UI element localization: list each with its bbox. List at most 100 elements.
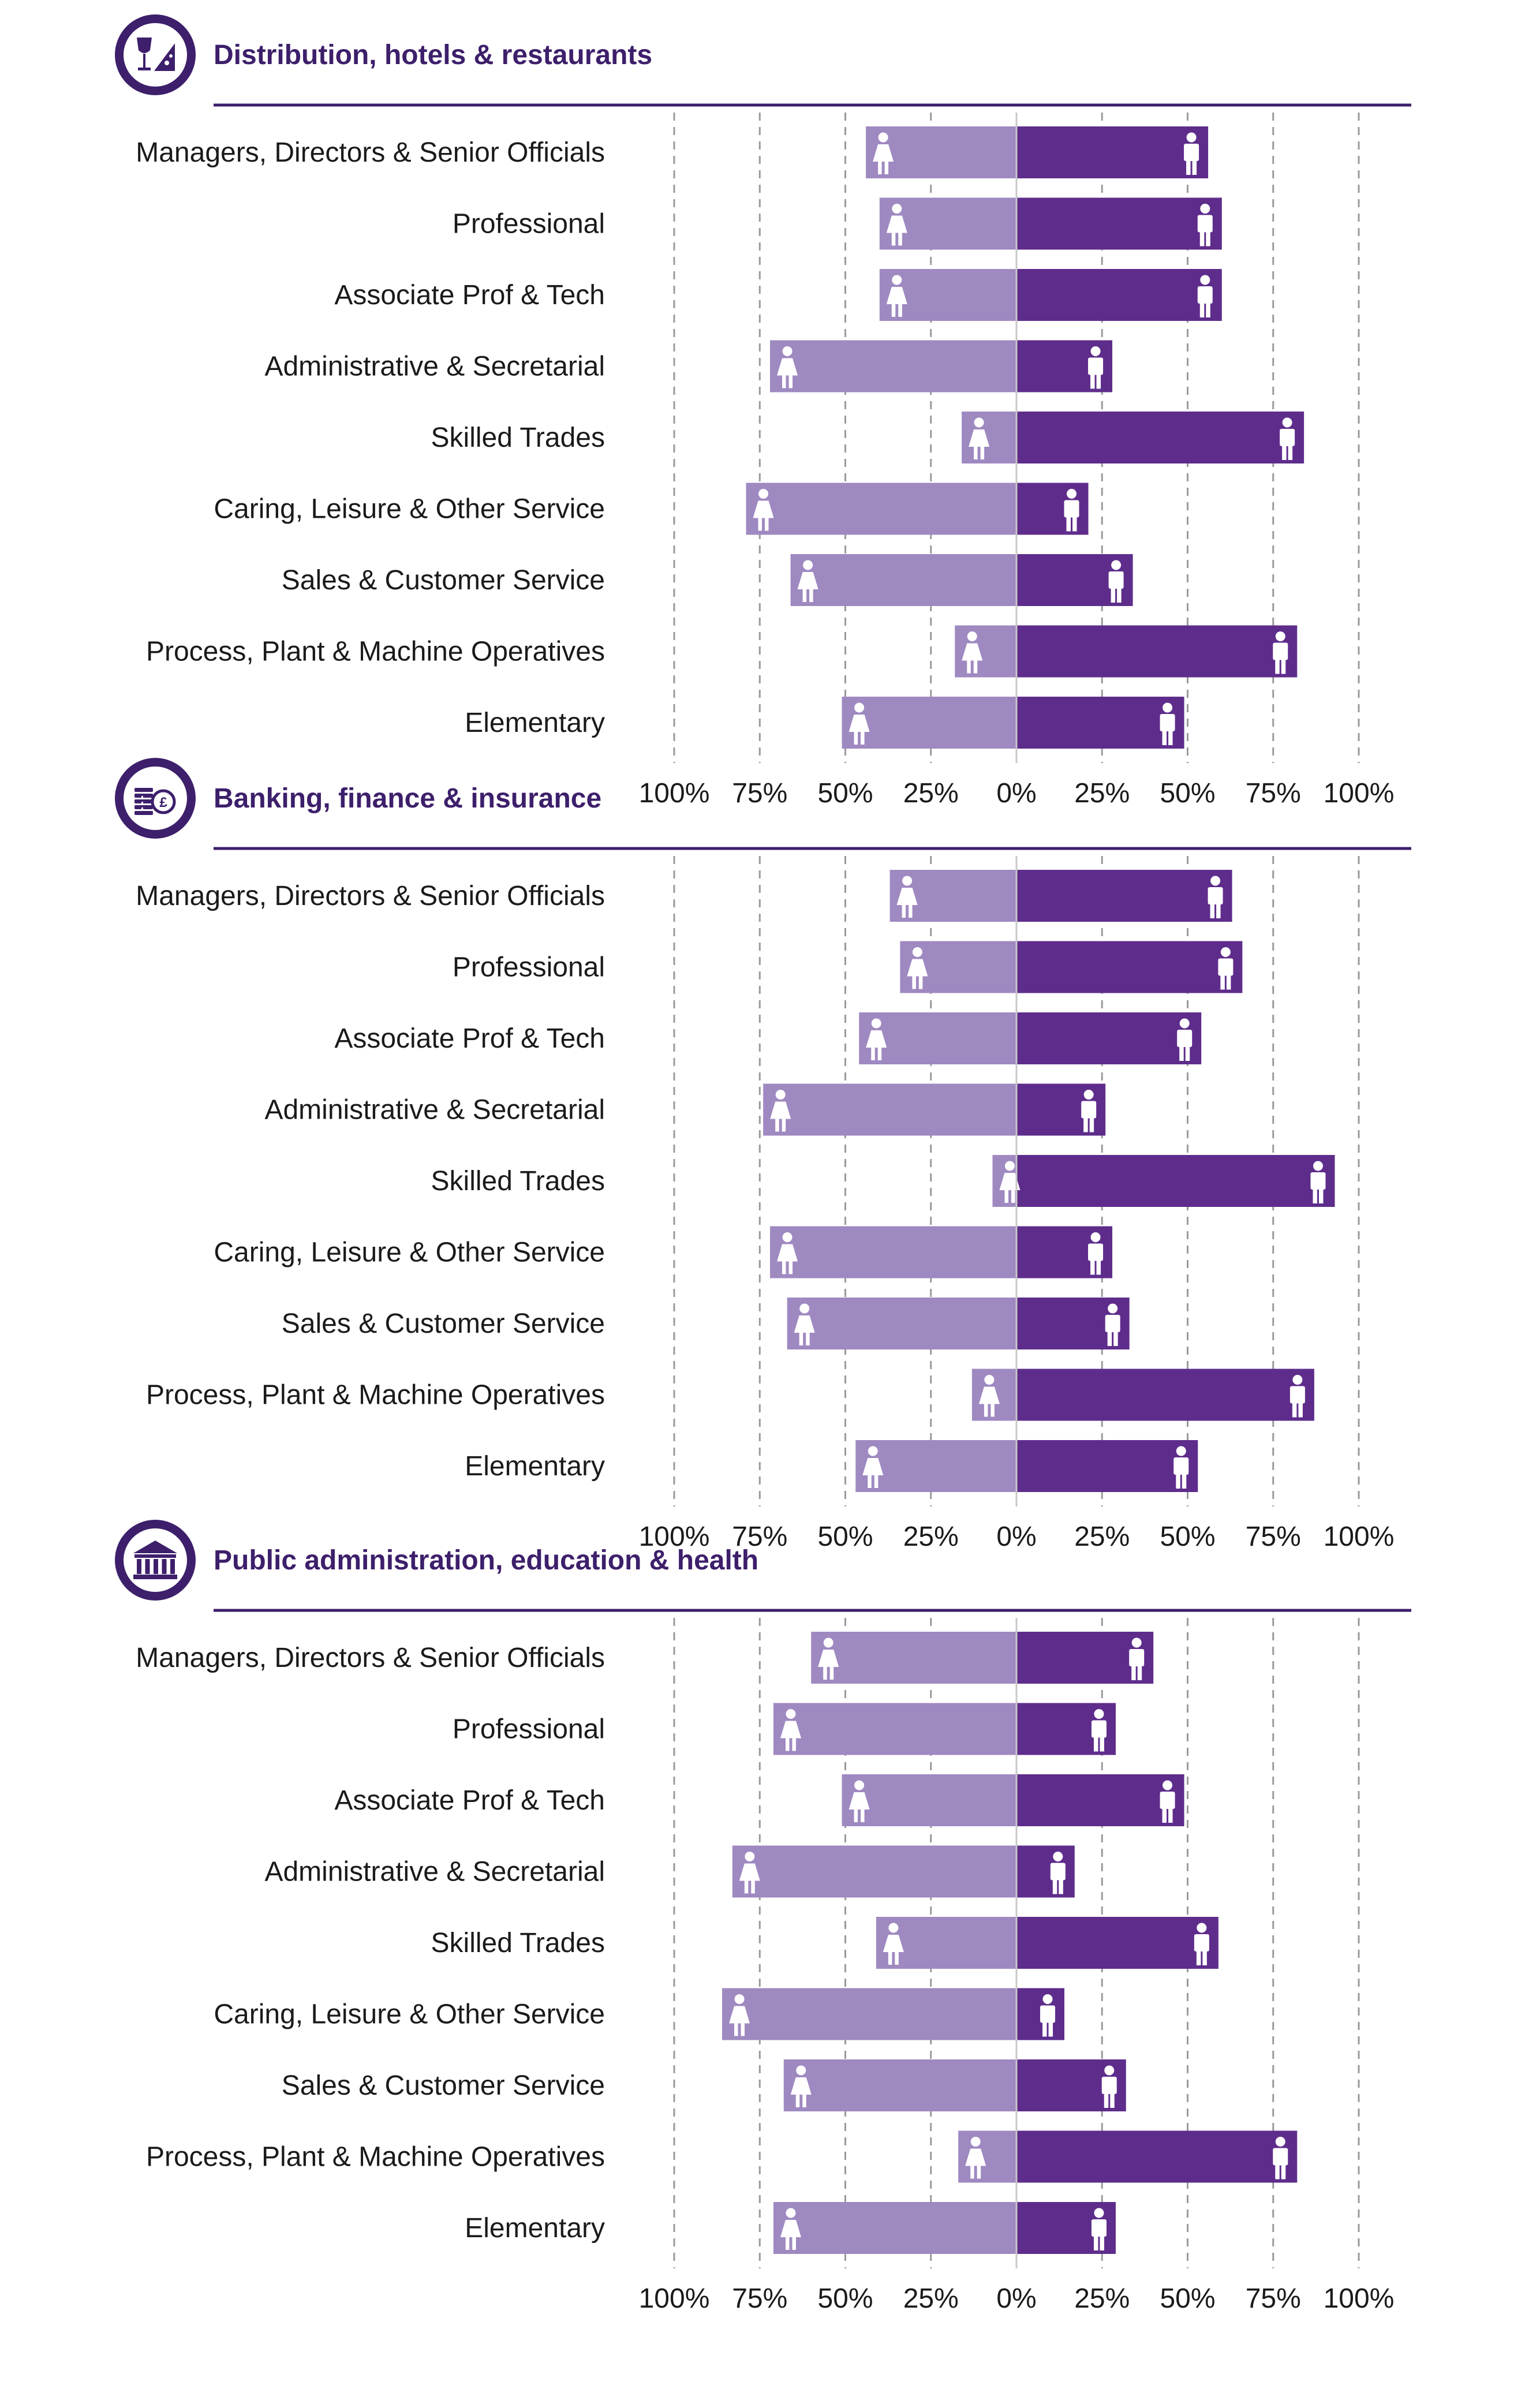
category-label: Elementary xyxy=(465,2213,605,2244)
male-icon xyxy=(1197,204,1213,246)
bar-row: Process, Plant & Machine Operatives xyxy=(146,2130,1298,2183)
chart-panel-2: £ Banking, finance & insurance Managers, D… xyxy=(115,758,1411,1552)
x-tick-label: 75% xyxy=(732,1521,787,1552)
x-tick-label: 75% xyxy=(732,2283,787,2314)
female-bar xyxy=(842,697,1016,749)
female-bar xyxy=(859,1012,1016,1064)
female-icon xyxy=(780,2208,801,2250)
male-bar xyxy=(1016,1845,1075,1898)
x-tick-label: 100% xyxy=(1324,1521,1395,1552)
female-bar xyxy=(866,126,1016,178)
male-icon xyxy=(1184,132,1199,175)
female-bar xyxy=(773,2202,1016,2254)
male-bar xyxy=(1016,1012,1202,1064)
male-icon xyxy=(1194,1923,1209,1965)
male-bar xyxy=(1016,412,1304,463)
category-label: Skilled Trades xyxy=(431,423,605,453)
x-tick-label: 25% xyxy=(1074,778,1130,809)
category-label: Caring, Leisure & Other Service xyxy=(214,1999,605,2030)
female-icon xyxy=(866,1018,887,1060)
bar-row: Administrative & Secretarial xyxy=(264,1845,1075,1898)
x-tick-label: 50% xyxy=(817,2283,873,2314)
female-bar xyxy=(763,1083,1016,1136)
female-bar xyxy=(790,554,1016,606)
category-label: Associate Prof & Tech xyxy=(334,1785,605,1816)
male-icon xyxy=(1108,560,1124,603)
x-tick-label: 75% xyxy=(1246,2283,1301,2314)
bar-row: Managers, Directors & Senior Officials xyxy=(136,870,1232,922)
x-tick-label: 100% xyxy=(639,2283,710,2314)
female-icon xyxy=(886,275,907,317)
female-icon xyxy=(849,1780,870,1822)
bar-row: Elementary xyxy=(465,2202,1116,2254)
male-icon xyxy=(1050,1852,1066,1894)
bar-row: Caring, Leisure & Other Service xyxy=(214,483,1089,535)
category-label: Associate Prof & Tech xyxy=(334,1023,605,1054)
female-bar xyxy=(722,1988,1016,2040)
female-bar xyxy=(855,1440,1016,1492)
x-tick-label: 25% xyxy=(1074,2283,1130,2314)
category-label: Managers, Directors & Senior Officials xyxy=(136,137,605,168)
male-icon xyxy=(1208,876,1223,918)
male-icon xyxy=(1091,2208,1107,2250)
category-label: Administrative & Secretarial xyxy=(264,1857,605,1887)
male-icon xyxy=(1218,947,1234,990)
male-icon xyxy=(1101,2065,1117,2108)
bar-row: Associate Prof & Tech xyxy=(334,1774,1184,1826)
chart-panel-3: Public administration, education & healt… xyxy=(115,1520,1411,2314)
male-bar xyxy=(1016,1369,1314,1421)
female-icon xyxy=(886,204,907,246)
male-icon xyxy=(1064,489,1079,532)
male-icon xyxy=(1177,1018,1193,1061)
bar-row: Administrative & Secretarial xyxy=(264,1083,1106,1136)
bar-row: Associate Prof & Tech xyxy=(334,1012,1202,1064)
x-tick-label: 50% xyxy=(1160,1521,1215,1552)
category-label: Professional xyxy=(453,209,605,240)
male-bar xyxy=(1016,1440,1198,1492)
female-icon xyxy=(965,2137,986,2179)
female-bar xyxy=(842,1774,1016,1826)
male-bar xyxy=(1016,1774,1184,1826)
female-icon xyxy=(969,417,990,459)
category-label: Administrative & Secretarial xyxy=(264,352,605,382)
male-bar xyxy=(1016,2130,1298,2183)
category-label: Managers, Directors & Senior Officials xyxy=(136,1643,605,1673)
male-icon xyxy=(1289,1375,1305,1418)
female-icon xyxy=(794,1303,815,1345)
bar-row: Managers, Directors & Senior Officials xyxy=(136,126,1209,178)
female-icon xyxy=(777,1232,798,1274)
x-tick-label: 0% xyxy=(996,1521,1036,1552)
category-label: Sales & Customer Service xyxy=(282,1308,605,1339)
male-icon xyxy=(1273,631,1288,674)
category-label: Skilled Trades xyxy=(431,1928,605,1958)
male-icon xyxy=(1088,346,1104,389)
male-icon xyxy=(1105,1303,1120,1346)
male-icon xyxy=(1129,1637,1145,1680)
female-bar xyxy=(770,1226,1016,1278)
bar-row: Elementary xyxy=(465,697,1184,749)
x-tick-label: 50% xyxy=(1160,778,1215,809)
female-icon xyxy=(849,702,870,745)
category-label: Elementary xyxy=(465,708,605,738)
bar-row: Sales & Customer Service xyxy=(282,554,1133,606)
male-icon xyxy=(1040,1994,1056,2037)
category-label: Process, Plant & Machine Operatives xyxy=(146,637,605,667)
x-tick-label: 25% xyxy=(903,778,959,809)
bar-row: Sales & Customer Service xyxy=(282,2059,1126,2111)
x-tick-label: 75% xyxy=(1246,1521,1301,1552)
chart-panel-1: Distribution, hotels & restaurants Manage… xyxy=(115,14,1411,809)
female-icon xyxy=(818,1637,839,1680)
category-label: Elementary xyxy=(465,1451,605,1482)
male-icon xyxy=(1081,1090,1097,1132)
x-tick-label: 75% xyxy=(732,778,787,809)
category-label: Professional xyxy=(453,952,605,983)
x-tick-label: 25% xyxy=(903,1521,959,1552)
female-icon xyxy=(777,346,798,388)
male-bar xyxy=(1016,1917,1218,1969)
bar-row: Skilled Trades xyxy=(431,1155,1335,1207)
x-tick-label: 50% xyxy=(817,1521,873,1552)
male-icon xyxy=(1310,1161,1326,1203)
female-bar xyxy=(962,412,1016,463)
female-icon xyxy=(770,1090,791,1132)
x-tick-label: 100% xyxy=(1324,2283,1395,2314)
